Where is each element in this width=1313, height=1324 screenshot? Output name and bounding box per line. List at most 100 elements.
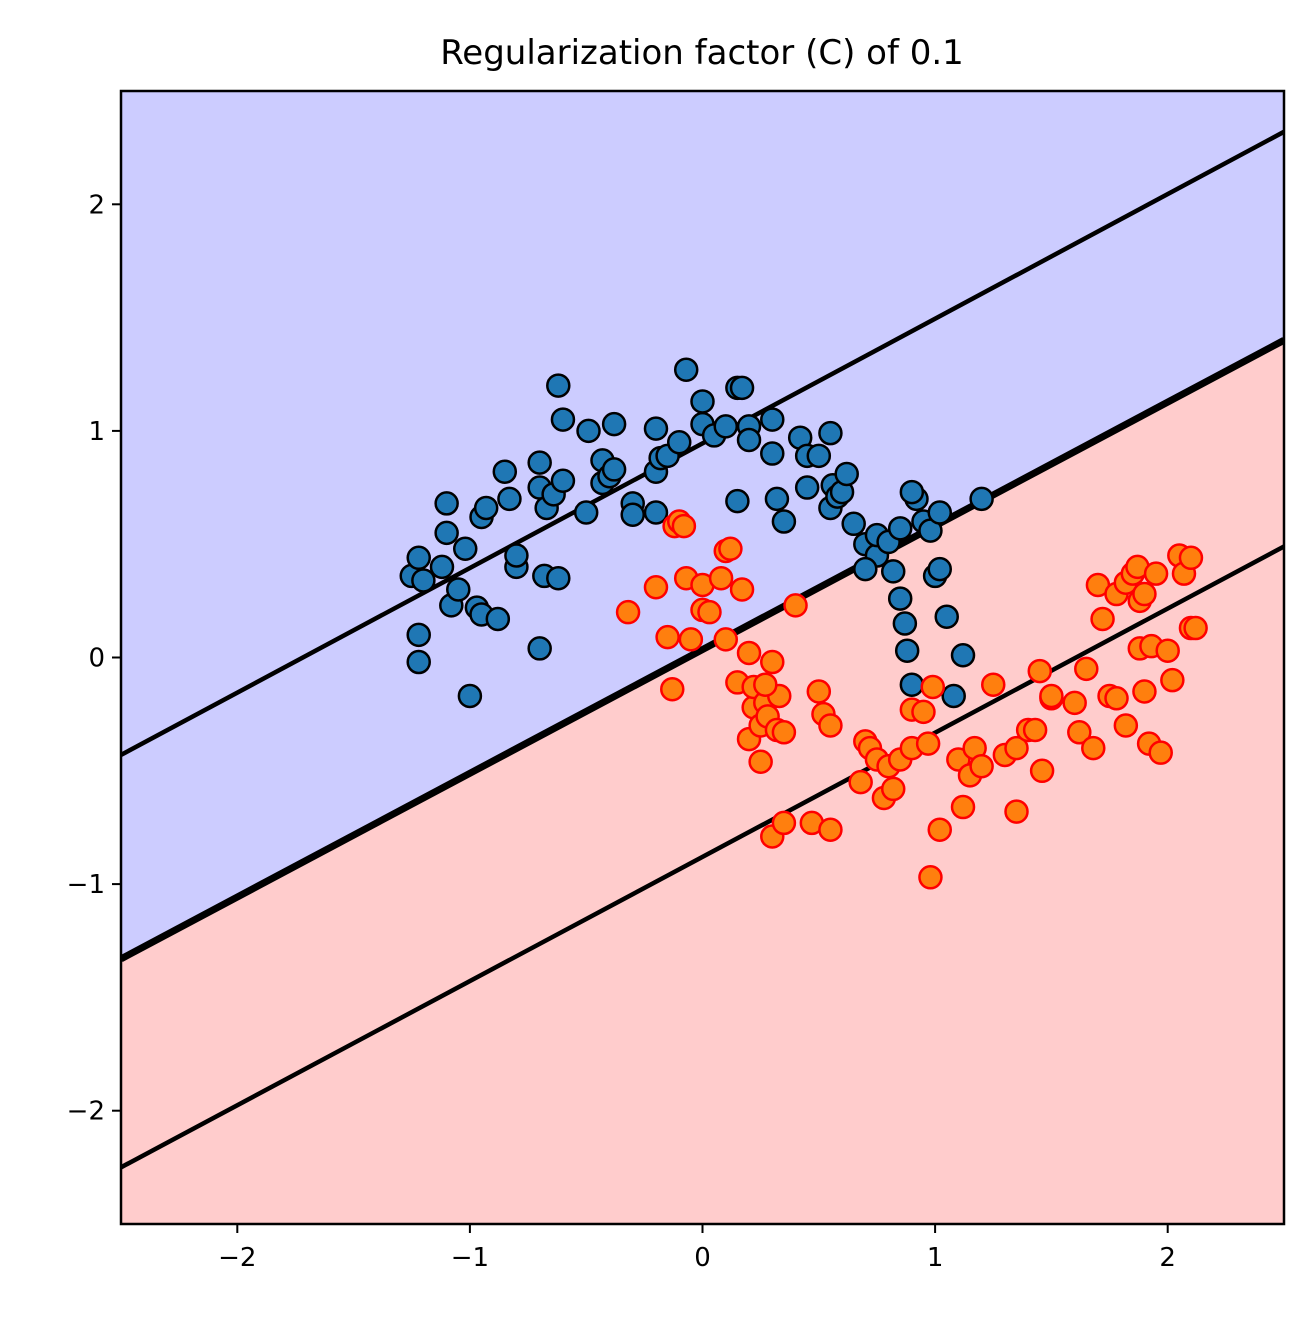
y-axis: 2 1 0 −1 −2: [67, 190, 121, 1127]
class-1-point: [981, 672, 1006, 697]
plot-area: [121, 91, 1284, 1224]
class-0-point: [725, 488, 750, 514]
class-0-point: [887, 516, 913, 541]
class-1-point: [915, 731, 941, 756]
class-1-point: [643, 575, 669, 600]
class-0-point: [497, 486, 522, 512]
class-0-point: [729, 375, 755, 401]
class-1-point: [783, 593, 808, 618]
class-1-point: [660, 676, 685, 702]
class-1-point: [1081, 735, 1106, 761]
class-1-point: [1027, 658, 1053, 684]
class-1-point: [1067, 720, 1092, 745]
class-0-point: [643, 416, 669, 441]
class-1-point: [1132, 581, 1157, 607]
class-1-point: [1029, 758, 1055, 784]
class-0-point: [485, 606, 511, 632]
class-1-point: [818, 713, 843, 738]
margin-lower-line: [121, 544, 1284, 1170]
class-0-point: [736, 427, 762, 453]
y-tick-label: 2: [88, 190, 105, 220]
class-0-point: [673, 357, 699, 382]
class-1-point: [1113, 713, 1139, 738]
class-1-point: [771, 720, 797, 745]
class-1-point: [1183, 615, 1208, 641]
class-0-point: [434, 491, 459, 516]
decision-lines: [121, 129, 1284, 1170]
x-axis: −2 −1 0 1 2: [218, 1224, 1176, 1273]
class-0-point: [601, 457, 627, 482]
class-0-point: [760, 441, 785, 466]
class-1-point: [969, 754, 994, 779]
class-1-point: [748, 749, 773, 774]
class-0-point: [492, 459, 518, 484]
chart-title: Regularization factor (C) of 0.1: [440, 33, 964, 73]
class-0-point: [429, 554, 455, 580]
class-1-point: [697, 599, 722, 625]
class-1-point: [753, 672, 778, 697]
class-1-point: [655, 624, 680, 650]
class-1-point: [1143, 561, 1169, 586]
class-0-point: [941, 683, 966, 709]
class-1-point: [1004, 735, 1029, 761]
class-1-point: [1178, 545, 1204, 571]
class-0-point: [546, 565, 571, 591]
class-1-point: [1160, 667, 1185, 693]
class-0-point: [473, 495, 499, 521]
class-1-point: [1132, 679, 1157, 704]
class-1-point: [760, 649, 785, 675]
y-tick-label: 0: [88, 644, 105, 674]
class-0-point: [434, 520, 459, 546]
class-0-point: [504, 543, 529, 568]
class-0-point: [806, 443, 832, 469]
class-1-point: [1090, 606, 1115, 632]
class-1-point: [1022, 717, 1048, 743]
class-0-point: [446, 577, 471, 602]
class-1-point: [918, 865, 943, 890]
class-0-point: [457, 683, 483, 709]
class-0-point: [927, 556, 953, 582]
class-1-point: [1148, 740, 1173, 765]
class-0-point: [818, 420, 843, 446]
class-1-point: [1104, 686, 1129, 711]
class-0-point: [764, 486, 790, 512]
class-1-point: [1155, 638, 1180, 663]
data-points: [399, 357, 1208, 890]
class-1-point: [615, 599, 641, 625]
class-0-point: [573, 500, 599, 525]
x-tick-label: −2: [218, 1243, 256, 1273]
x-tick-label: −1: [451, 1243, 489, 1273]
class-0-point: [899, 479, 925, 505]
class-0-point: [934, 604, 959, 629]
class-1-point: [671, 513, 697, 539]
class-0-point: [969, 486, 994, 512]
class-0-point: [899, 672, 925, 697]
class-0-point: [406, 622, 431, 648]
class-0-point: [406, 545, 431, 571]
class-1-point: [818, 817, 843, 842]
class-0-point: [550, 468, 576, 494]
y-tick-label: 1: [88, 417, 105, 447]
margin-upper-line: [121, 129, 1284, 757]
class-0-point: [576, 418, 601, 444]
class-0-point: [794, 475, 820, 500]
class-0-point: [527, 636, 552, 661]
class-0-point: [690, 389, 715, 414]
class-1-point: [927, 817, 953, 842]
class-0-point: [601, 411, 627, 437]
class-1-point: [950, 794, 976, 820]
class-0-point: [927, 500, 953, 525]
class-1-region: [121, 340, 1284, 1224]
y-tick-label: −2: [67, 1097, 105, 1127]
class-1-point: [1074, 656, 1099, 682]
class-0-point: [643, 500, 669, 525]
class-0-point: [411, 568, 436, 593]
class-0-point: [841, 511, 866, 537]
class-1-point: [736, 640, 762, 666]
class-1-point: [729, 577, 755, 602]
class-0-point: [713, 414, 739, 439]
class-1-point: [1062, 690, 1087, 716]
class-0-point: [892, 611, 918, 636]
class-1-point: [848, 769, 873, 795]
